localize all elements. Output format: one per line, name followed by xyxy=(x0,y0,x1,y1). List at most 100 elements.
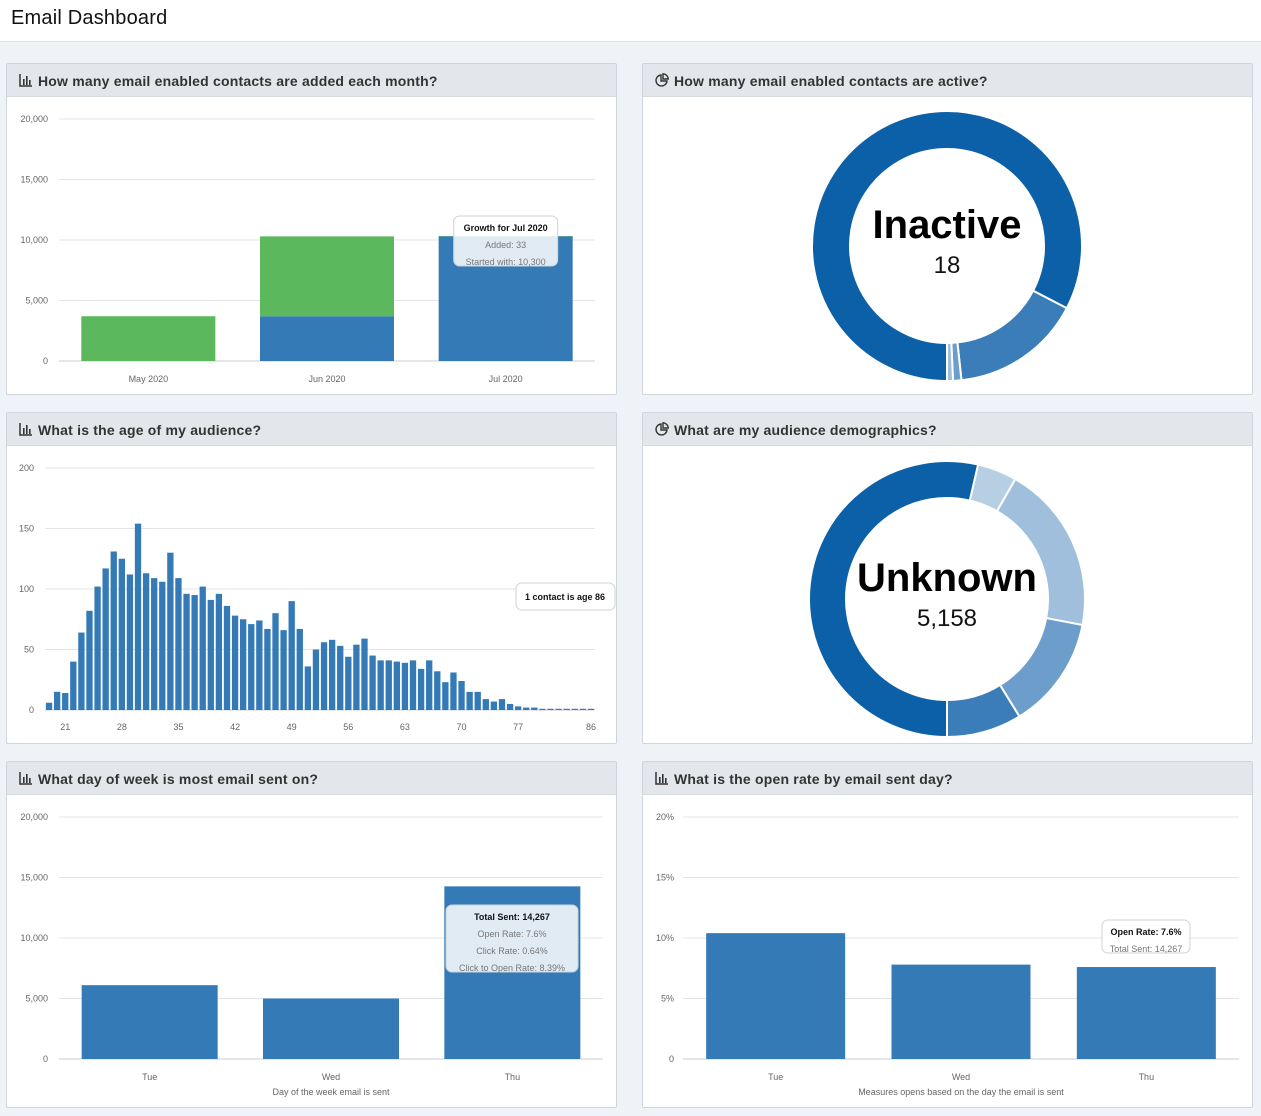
age-bar xyxy=(563,708,570,710)
age-bar xyxy=(417,668,425,710)
age-bar xyxy=(70,661,77,710)
pie-chart-icon xyxy=(655,422,669,436)
age-bar xyxy=(304,666,312,710)
age-bar xyxy=(385,660,392,710)
x-tick-label: 56 xyxy=(343,722,353,732)
y-tick-label: 0 xyxy=(43,1054,48,1064)
pie-chart-icon xyxy=(655,73,669,87)
age-bar xyxy=(53,691,61,710)
x-tick-label: 49 xyxy=(287,722,297,732)
age-bar xyxy=(215,593,223,710)
age-bar xyxy=(587,708,595,710)
age-bar xyxy=(353,644,360,710)
age-bar xyxy=(280,630,287,710)
x-axis-title: Measures opens based on the day the emai… xyxy=(858,1087,1064,1097)
age-bar xyxy=(94,586,101,710)
age-bar xyxy=(571,708,578,710)
age-bar xyxy=(151,578,158,710)
bar-chart-icon xyxy=(655,772,668,785)
tooltip-line: Started with: 10,300 xyxy=(466,257,546,267)
age-bar xyxy=(62,693,69,710)
panel-monthly: How many email enabled contacts are adde… xyxy=(6,63,617,395)
page-title: Email Dashboard xyxy=(11,7,168,29)
age-bar xyxy=(159,581,166,710)
age-bar xyxy=(102,568,109,710)
age-bar xyxy=(345,656,352,710)
panel-header: How many email enabled contacts are adde… xyxy=(7,64,616,97)
tooltip-title: Open Rate: 7.6% xyxy=(1110,927,1181,937)
age-bar xyxy=(207,599,214,710)
age-bar xyxy=(240,619,247,710)
donut-center-label: Unknown xyxy=(857,556,1037,600)
panel-age: What is the age of my audience? 0 50 100 15… xyxy=(6,412,617,744)
x-tick-label: Tue xyxy=(142,1072,157,1082)
age-bar xyxy=(547,708,554,710)
age-bar xyxy=(328,639,336,710)
age-bar xyxy=(531,707,538,710)
y-tick-label: 100 xyxy=(19,584,34,594)
bar-added xyxy=(81,316,216,361)
x-tick-label: 35 xyxy=(173,722,183,732)
panel-title: What are my audience demographics? xyxy=(674,422,937,438)
age-bar xyxy=(466,691,473,710)
x-tick-label: Tue xyxy=(768,1072,783,1082)
x-tick-label: May 2020 xyxy=(129,374,169,384)
y-tick-label: 10,000 xyxy=(20,933,48,943)
donut-slice xyxy=(946,683,1021,739)
top-bar: Email Dashboard xyxy=(0,0,1261,42)
tooltip-box xyxy=(1101,919,1191,954)
x-tick-label: Jul 2020 xyxy=(489,374,523,384)
donut-center-value: 5,158 xyxy=(917,605,977,632)
x-tick-label: Thu xyxy=(1139,1072,1155,1082)
y-tick-label: 50 xyxy=(24,645,34,655)
age-bar xyxy=(86,610,93,710)
bar xyxy=(891,964,1031,1059)
y-tick-label: 10,000 xyxy=(20,235,48,245)
y-tick-label: 5,000 xyxy=(25,994,48,1004)
tooltip-title: 1 contact is age 86 xyxy=(525,592,605,602)
age-bar xyxy=(337,645,344,710)
tooltip-box xyxy=(515,582,616,611)
age-bar xyxy=(45,702,53,710)
bar-chart-icon xyxy=(19,423,32,436)
age-bar xyxy=(474,691,481,710)
age-bar xyxy=(288,601,295,710)
age-bar xyxy=(199,586,206,710)
age-bar xyxy=(126,574,134,710)
y-tick-label: 200 xyxy=(19,463,34,473)
age-bar xyxy=(312,649,320,710)
panel-openrate: What is the open rate by email sent day?… xyxy=(642,761,1253,1108)
x-tick-label: 70 xyxy=(457,722,467,732)
y-tick-label: 15,000 xyxy=(20,873,48,883)
bar-chart-icon xyxy=(19,772,32,785)
age-bar xyxy=(256,620,263,710)
donut-center-label: Inactive xyxy=(873,203,1022,247)
age-bar xyxy=(506,703,514,710)
y-tick-label: 150 xyxy=(19,524,34,534)
active-donut-chart: Inactive 18 xyxy=(811,110,1083,383)
age-bar xyxy=(369,655,376,710)
y-tick-label: 20,000 xyxy=(20,812,48,822)
x-tick-label: Thu xyxy=(505,1072,521,1082)
age-bar xyxy=(272,613,279,710)
x-tick-label: 42 xyxy=(230,722,240,732)
tooltip-line: Total Sent: 14,267 xyxy=(1110,944,1183,954)
tooltip-box xyxy=(445,904,579,973)
age-bar xyxy=(78,632,85,710)
panel-title: What is the open rate by email sent day? xyxy=(674,771,953,787)
tooltip-line: Click to Open Rate: 8.39% xyxy=(459,963,565,973)
panel-title: What is the age of my audience? xyxy=(38,422,262,438)
age-bar xyxy=(401,662,409,710)
age-bar xyxy=(142,573,150,710)
x-tick-label: 77 xyxy=(513,722,523,732)
age-bar xyxy=(515,706,522,710)
y-tick-label: 10% xyxy=(656,933,674,943)
age-bar xyxy=(555,708,562,710)
y-tick-label: 15% xyxy=(656,873,674,883)
x-tick-label: Wed xyxy=(322,1072,340,1082)
panel-demographics: What are my audience demographics? Unkno… xyxy=(642,412,1253,744)
panel-title: How many email enabled contacts are acti… xyxy=(674,73,988,89)
age-bar xyxy=(523,707,530,710)
age-bar xyxy=(248,624,255,710)
age-bar xyxy=(118,558,125,710)
